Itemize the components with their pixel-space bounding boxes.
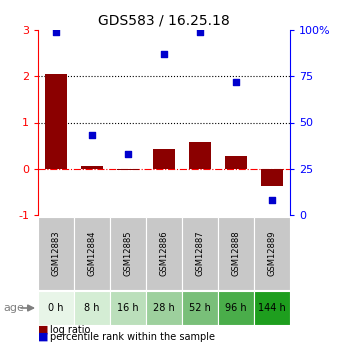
Bar xyxy=(189,142,211,169)
Text: GSM12887: GSM12887 xyxy=(195,231,204,276)
Bar xyxy=(254,217,290,290)
Text: GSM12883: GSM12883 xyxy=(51,231,61,276)
Bar xyxy=(81,166,103,169)
Bar xyxy=(218,291,254,325)
Bar xyxy=(74,217,110,290)
Text: GSM12888: GSM12888 xyxy=(232,231,241,276)
Text: 144 h: 144 h xyxy=(258,303,286,313)
Bar xyxy=(117,169,139,170)
Bar xyxy=(110,217,146,290)
Bar xyxy=(261,169,283,186)
Bar xyxy=(182,291,218,325)
Text: 28 h: 28 h xyxy=(153,303,175,313)
Text: GSM12884: GSM12884 xyxy=(88,231,97,276)
Point xyxy=(197,29,203,34)
Bar xyxy=(182,217,218,290)
Bar xyxy=(225,156,247,169)
Point xyxy=(269,197,275,203)
Bar xyxy=(146,291,182,325)
Text: 96 h: 96 h xyxy=(225,303,247,313)
Text: GSM12886: GSM12886 xyxy=(160,231,169,276)
Text: log ratio: log ratio xyxy=(50,325,90,335)
Text: 0 h: 0 h xyxy=(48,303,64,313)
Bar xyxy=(38,291,74,325)
Bar xyxy=(74,291,110,325)
Text: GSM12889: GSM12889 xyxy=(267,231,276,276)
Title: GDS583 / 16.25.18: GDS583 / 16.25.18 xyxy=(98,13,230,28)
Point xyxy=(53,29,59,34)
Bar xyxy=(38,217,74,290)
Point xyxy=(125,151,131,157)
Bar xyxy=(254,291,290,325)
Bar xyxy=(146,217,182,290)
Text: 16 h: 16 h xyxy=(117,303,139,313)
Text: 8 h: 8 h xyxy=(84,303,100,313)
Bar xyxy=(110,291,146,325)
Bar xyxy=(45,74,67,169)
Bar xyxy=(218,217,254,290)
Text: percentile rank within the sample: percentile rank within the sample xyxy=(50,332,215,342)
Bar xyxy=(153,149,175,169)
Point xyxy=(233,79,239,85)
Text: ■: ■ xyxy=(38,332,48,342)
Text: age: age xyxy=(3,303,24,313)
Point xyxy=(89,133,95,138)
Text: GSM12885: GSM12885 xyxy=(123,231,132,276)
Text: ■: ■ xyxy=(38,325,48,335)
Point xyxy=(161,51,167,57)
Text: 52 h: 52 h xyxy=(189,303,211,313)
